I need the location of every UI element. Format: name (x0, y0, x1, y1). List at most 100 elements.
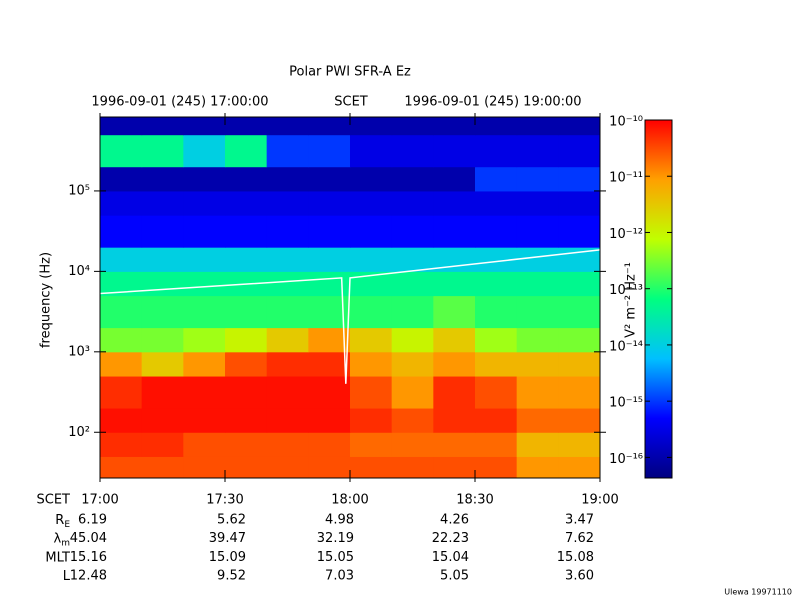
spectrogram-cell (516, 134, 559, 168)
spectrogram-cell (183, 190, 226, 216)
spectrogram-cell (266, 117, 309, 136)
y-tick-label: 10³ (68, 344, 90, 359)
spectrogram-cell (141, 271, 184, 297)
spectrogram-cell (391, 408, 434, 433)
colorbar-tick-label: 10⁻¹² (609, 227, 643, 242)
spectrogram-cell (475, 351, 518, 377)
table-value: 32.19 (317, 531, 354, 546)
spectrogram-cell (183, 215, 226, 248)
spectrogram-cell (100, 117, 143, 136)
spectrogram-cell (308, 190, 351, 216)
spectrogram-cell (350, 456, 393, 479)
spectrogram-cell (350, 376, 393, 409)
spectrogram-cell (225, 215, 268, 248)
row-label-sub: E (64, 520, 70, 530)
spectrogram-cell (141, 376, 184, 409)
spectrogram-cell (308, 271, 351, 297)
spectrogram-cell (308, 117, 351, 136)
chart-title: Polar PWI SFR-A Ez (289, 65, 411, 80)
spectrogram-cell (308, 456, 351, 479)
spectrogram-cell (183, 408, 226, 433)
spectrogram-cell (141, 295, 184, 329)
table-value: 7.03 (325, 569, 354, 584)
table-value: 15.09 (209, 550, 246, 565)
spectrogram-cell (516, 190, 559, 216)
spectrogram-cell (391, 247, 434, 272)
spectrogram-cell (183, 134, 226, 168)
spectrogram-cell (308, 247, 351, 272)
spectrogram-cell (391, 432, 434, 457)
spectrogram-cell (225, 295, 268, 329)
y-tick-label: 10² (68, 425, 90, 440)
colorbar-tick-label: 10⁻¹¹ (609, 171, 643, 186)
spectrogram-cell (100, 134, 143, 168)
y-axis-label: frequency (Hz) (39, 252, 54, 348)
table-value: 4.26 (440, 513, 469, 528)
spectrogram-cell (266, 134, 309, 168)
spectrogram-cell (350, 166, 393, 192)
y-tick-label: 10⁴ (68, 264, 90, 279)
spectrogram-cell (391, 271, 434, 297)
spectrogram-cell (475, 134, 518, 168)
colorbar-label: V² m⁻² Hz⁻¹ (624, 262, 639, 338)
spectrogram-cell (391, 295, 434, 329)
spectrogram-cell (475, 432, 518, 457)
spectrogram-cell (183, 432, 226, 457)
spectrogram-cell (350, 190, 393, 216)
spectrogram-cell (475, 327, 518, 353)
spectrogram-cell (558, 295, 601, 329)
spectrogram-cell (516, 327, 559, 353)
table-value: 45.04 (70, 531, 107, 546)
table-value: 9.52 (217, 569, 246, 584)
spectrogram-cell (391, 166, 434, 192)
spectrogram-cell (225, 327, 268, 353)
spectrogram-cell (141, 190, 184, 216)
spectrogram-cell (100, 408, 143, 433)
table-value: 15.05 (317, 550, 354, 565)
table-row-label: λm (54, 531, 70, 548)
spectrogram-cell (516, 351, 559, 377)
spectrogram-cell (350, 215, 393, 248)
table-value: 3.60 (565, 569, 594, 584)
spectrogram-cell (516, 166, 559, 192)
colorbar (644, 119, 673, 479)
table-value: 7.62 (565, 531, 594, 546)
spectrogram-cell (391, 376, 434, 409)
spectrogram-cell (141, 215, 184, 248)
spectrogram-cell (225, 432, 268, 457)
colorbar-tick-label: 10⁻¹⁴ (609, 339, 643, 354)
spectrogram-cell (391, 215, 434, 248)
table-value: 4.98 (325, 513, 354, 528)
spectrogram-cell (183, 456, 226, 479)
spectrogram-cell (391, 456, 434, 479)
spectrogram-cell (475, 456, 518, 479)
spectrogram-cell (266, 166, 309, 192)
table-row-label: L (63, 569, 71, 584)
spectrogram-cell (183, 295, 226, 329)
spectrogram-cell (558, 432, 601, 457)
row-label: R (55, 513, 64, 528)
spectrogram-cell (141, 247, 184, 272)
spectrogram-cell (141, 456, 184, 479)
spectrogram-cell (433, 376, 476, 409)
table-row-label: RE (55, 513, 70, 530)
spectrogram-cell (433, 117, 476, 136)
spectrogram-cell (558, 166, 601, 192)
y-tick-label: 10⁵ (68, 183, 90, 198)
x-tick-label: 17:00 (81, 493, 118, 508)
x-axis-label: SCET (37, 493, 71, 508)
spectrogram-cell (266, 215, 309, 248)
table-value: 22.23 (432, 531, 469, 546)
spectrogram-cell (100, 456, 143, 479)
spectrogram-cell (225, 134, 268, 168)
spectrogram-cell (350, 134, 393, 168)
spectrogram-cell (433, 456, 476, 479)
spectrogram-cell (350, 351, 393, 377)
spectrogram-cell (558, 327, 601, 353)
spectrogram-cell (558, 190, 601, 216)
x-tick-label: 18:00 (331, 493, 368, 508)
spectrogram-cell (558, 351, 601, 377)
spectrogram-cell (100, 327, 143, 353)
spectrogram-cell (225, 456, 268, 479)
spectrogram-cell (266, 456, 309, 479)
